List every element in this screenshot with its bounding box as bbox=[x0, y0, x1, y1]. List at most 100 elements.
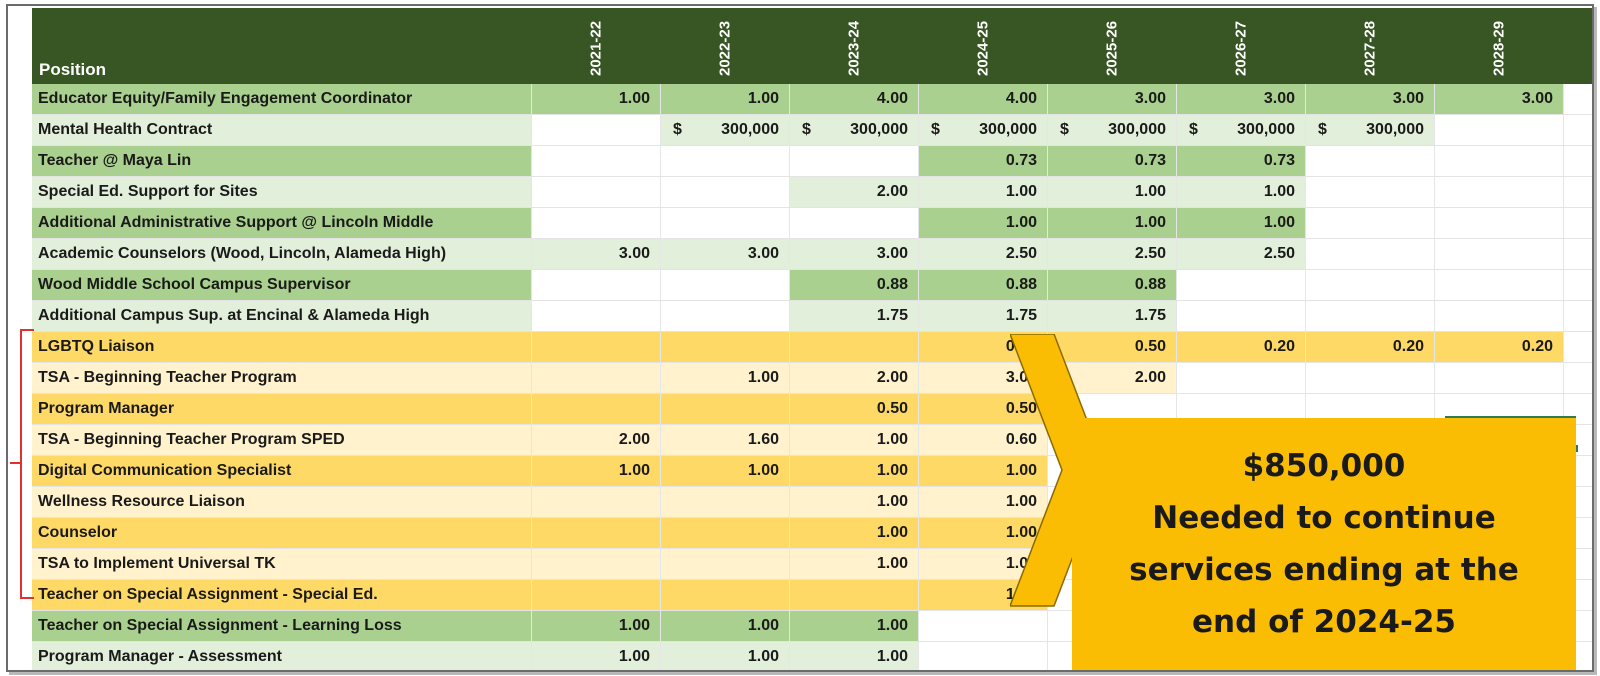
position-cell[interactable]: Teacher @ Maya Lin bbox=[32, 146, 532, 176]
value-cell[interactable]: $300,000 bbox=[919, 115, 1048, 145]
value-cell[interactable] bbox=[661, 301, 790, 331]
value-cell[interactable]: $300,000 bbox=[661, 115, 790, 145]
value-cell[interactable]: 0.50 bbox=[790, 394, 919, 424]
value-cell[interactable]: 3.00 bbox=[1048, 84, 1177, 114]
value-cell[interactable] bbox=[790, 332, 919, 362]
value-cell[interactable] bbox=[532, 518, 661, 548]
value-cell[interactable] bbox=[1435, 146, 1564, 176]
value-cell[interactable] bbox=[919, 611, 1048, 641]
value-cell[interactable]: 1.75 bbox=[790, 301, 919, 331]
value-cell[interactable]: 1.00 bbox=[790, 518, 919, 548]
value-cell[interactable] bbox=[532, 146, 661, 176]
value-cell[interactable] bbox=[790, 580, 919, 610]
value-cell[interactable] bbox=[1306, 270, 1435, 300]
value-cell[interactable]: 0.88 bbox=[919, 270, 1048, 300]
value-cell[interactable] bbox=[790, 208, 919, 238]
value-cell[interactable] bbox=[661, 332, 790, 362]
value-cell[interactable] bbox=[532, 549, 661, 579]
value-cell[interactable] bbox=[1435, 301, 1564, 331]
value-cell[interactable] bbox=[661, 270, 790, 300]
value-cell[interactable]: 0.73 bbox=[919, 146, 1048, 176]
position-cell[interactable]: LGBTQ Liaison bbox=[32, 332, 532, 362]
value-cell[interactable]: 1.00 bbox=[1048, 177, 1177, 207]
value-cell[interactable]: 2.00 bbox=[790, 363, 919, 393]
value-cell[interactable] bbox=[1177, 301, 1306, 331]
value-cell[interactable]: 3.00 bbox=[790, 239, 919, 269]
value-cell[interactable] bbox=[532, 580, 661, 610]
value-cell[interactable] bbox=[532, 208, 661, 238]
value-cell[interactable]: 1.00 bbox=[790, 549, 919, 579]
value-cell[interactable]: 1.00 bbox=[532, 611, 661, 641]
value-cell[interactable] bbox=[532, 115, 661, 145]
position-cell[interactable]: Program Manager bbox=[32, 394, 532, 424]
value-cell[interactable]: $300,000 bbox=[790, 115, 919, 145]
value-cell[interactable] bbox=[1435, 363, 1564, 393]
value-cell[interactable] bbox=[661, 487, 790, 517]
value-cell[interactable]: 1.00 bbox=[1177, 208, 1306, 238]
value-cell[interactable]: 3.00 bbox=[532, 239, 661, 269]
value-cell[interactable]: 3.00 bbox=[1177, 84, 1306, 114]
position-cell[interactable]: TSA to Implement Universal TK bbox=[32, 549, 532, 579]
value-cell[interactable] bbox=[1306, 208, 1435, 238]
value-cell[interactable]: 0.73 bbox=[1048, 146, 1177, 176]
value-cell[interactable]: 0.88 bbox=[790, 270, 919, 300]
value-cell[interactable]: $300,000 bbox=[1177, 115, 1306, 145]
value-cell[interactable]: 0.50 bbox=[1048, 332, 1177, 362]
value-cell[interactable]: 1.00 bbox=[790, 456, 919, 486]
value-cell[interactable]: 4.00 bbox=[919, 84, 1048, 114]
value-cell[interactable] bbox=[1435, 270, 1564, 300]
value-cell[interactable] bbox=[1306, 177, 1435, 207]
position-cell[interactable]: Academic Counselors (Wood, Lincoln, Alam… bbox=[32, 239, 532, 269]
value-cell[interactable] bbox=[1435, 177, 1564, 207]
value-cell[interactable] bbox=[532, 270, 661, 300]
value-cell[interactable] bbox=[661, 580, 790, 610]
value-cell[interactable]: 2.50 bbox=[1048, 239, 1177, 269]
value-cell[interactable] bbox=[1177, 270, 1306, 300]
position-cell[interactable]: TSA - Beginning Teacher Program SPED bbox=[32, 425, 532, 455]
value-cell[interactable] bbox=[661, 549, 790, 579]
value-cell[interactable]: 2.50 bbox=[1177, 239, 1306, 269]
value-cell[interactable]: 1.00 bbox=[790, 425, 919, 455]
position-cell[interactable]: Mental Health Contract bbox=[32, 115, 532, 145]
value-cell[interactable]: 0.20 bbox=[1435, 332, 1564, 362]
value-cell[interactable] bbox=[661, 177, 790, 207]
value-cell[interactable]: 1.60 bbox=[661, 425, 790, 455]
value-cell[interactable] bbox=[661, 208, 790, 238]
value-cell[interactable]: 0.73 bbox=[1177, 146, 1306, 176]
value-cell[interactable]: 1.00 bbox=[790, 487, 919, 517]
value-cell[interactable] bbox=[532, 394, 661, 424]
value-cell[interactable]: 1.00 bbox=[919, 456, 1048, 486]
value-cell[interactable] bbox=[1306, 363, 1435, 393]
value-cell[interactable]: 1.00 bbox=[532, 642, 661, 670]
value-cell[interactable] bbox=[1435, 115, 1564, 145]
position-cell[interactable]: Counselor bbox=[32, 518, 532, 548]
value-cell[interactable]: 2.50 bbox=[919, 239, 1048, 269]
position-cell[interactable]: TSA - Beginning Teacher Program bbox=[32, 363, 532, 393]
value-cell[interactable]: 1.00 bbox=[661, 456, 790, 486]
value-cell[interactable] bbox=[532, 363, 661, 393]
value-cell[interactable] bbox=[790, 146, 919, 176]
value-cell[interactable] bbox=[1435, 239, 1564, 269]
value-cell[interactable] bbox=[661, 518, 790, 548]
value-cell[interactable] bbox=[1306, 146, 1435, 176]
value-cell[interactable]: $300,000 bbox=[1048, 115, 1177, 145]
position-cell[interactable]: Additional Administrative Support @ Linc… bbox=[32, 208, 532, 238]
value-cell[interactable] bbox=[661, 394, 790, 424]
value-cell[interactable] bbox=[1435, 208, 1564, 238]
value-cell[interactable]: 1.00 bbox=[790, 611, 919, 641]
value-cell[interactable]: 0.20 bbox=[1306, 332, 1435, 362]
position-cell[interactable]: Special Ed. Support for Sites bbox=[32, 177, 532, 207]
value-cell[interactable] bbox=[1306, 301, 1435, 331]
value-cell[interactable]: 1.00 bbox=[532, 84, 661, 114]
position-cell[interactable]: Additional Campus Sup. at Encinal & Alam… bbox=[32, 301, 532, 331]
value-cell[interactable]: 1.75 bbox=[1048, 301, 1177, 331]
value-cell[interactable]: 1.00 bbox=[532, 456, 661, 486]
value-cell[interactable]: 3.00 bbox=[1306, 84, 1435, 114]
value-cell[interactable]: 1.00 bbox=[661, 611, 790, 641]
position-cell[interactable]: Wellness Resource Liaison bbox=[32, 487, 532, 517]
value-cell[interactable]: $300,000 bbox=[1306, 115, 1435, 145]
position-cell[interactable]: Educator Equity/Family Engagement Coordi… bbox=[32, 84, 532, 114]
value-cell[interactable]: 1.00 bbox=[919, 487, 1048, 517]
value-cell[interactable] bbox=[532, 332, 661, 362]
value-cell[interactable]: 1.00 bbox=[1177, 177, 1306, 207]
